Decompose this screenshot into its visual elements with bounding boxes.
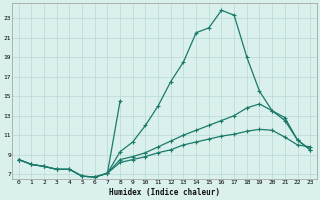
X-axis label: Humidex (Indice chaleur): Humidex (Indice chaleur) — [109, 188, 220, 197]
